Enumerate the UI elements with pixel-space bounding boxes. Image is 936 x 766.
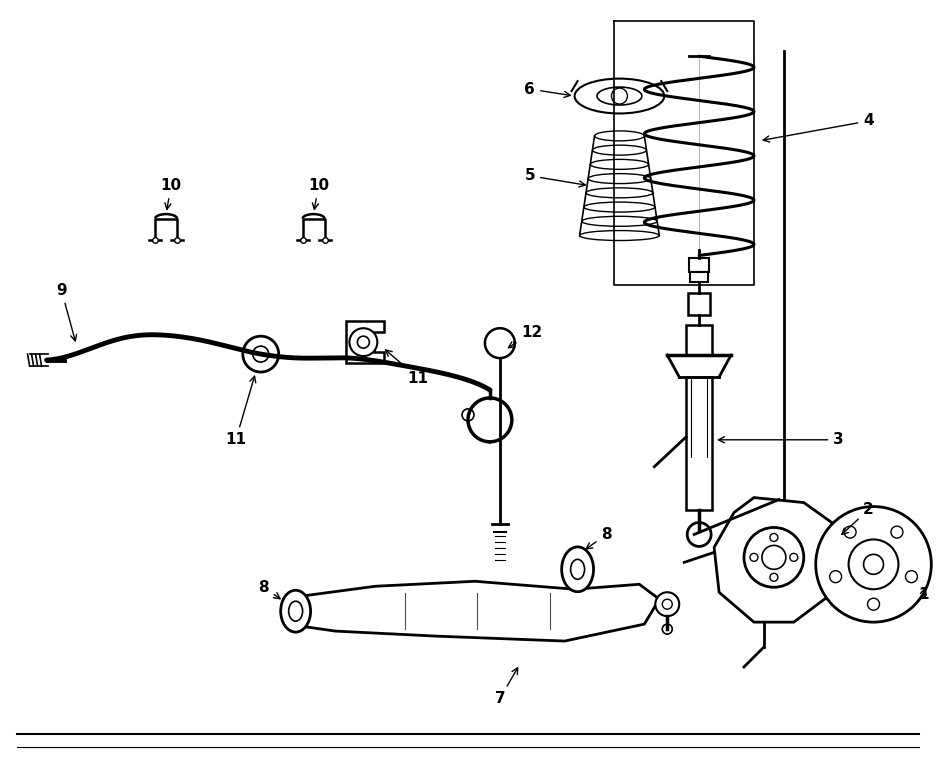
Circle shape [663, 599, 672, 609]
FancyBboxPatch shape [686, 326, 712, 355]
Text: 12: 12 [508, 325, 542, 348]
Text: 11: 11 [386, 350, 429, 385]
FancyBboxPatch shape [689, 258, 709, 273]
Text: 8: 8 [586, 527, 612, 549]
Circle shape [770, 533, 778, 542]
FancyBboxPatch shape [690, 273, 709, 283]
Circle shape [905, 571, 917, 583]
Text: 5: 5 [524, 169, 585, 187]
FancyBboxPatch shape [686, 377, 712, 509]
Ellipse shape [571, 559, 585, 579]
Circle shape [816, 506, 931, 622]
Circle shape [844, 526, 856, 538]
Text: 2: 2 [841, 502, 874, 535]
Text: 7: 7 [494, 668, 518, 706]
Circle shape [349, 328, 377, 356]
Text: 4: 4 [763, 113, 874, 142]
Text: 10: 10 [160, 178, 182, 209]
Circle shape [868, 598, 880, 611]
Circle shape [744, 528, 804, 588]
Ellipse shape [281, 591, 311, 632]
Circle shape [829, 571, 841, 583]
Circle shape [864, 555, 884, 574]
Circle shape [611, 88, 627, 104]
Polygon shape [300, 581, 659, 641]
Text: 11: 11 [226, 376, 256, 447]
Text: 10: 10 [308, 178, 329, 209]
Ellipse shape [562, 547, 593, 592]
Text: 3: 3 [719, 432, 844, 447]
Circle shape [655, 592, 680, 616]
Circle shape [891, 526, 903, 538]
Text: 8: 8 [258, 580, 280, 599]
Circle shape [849, 539, 899, 589]
Circle shape [242, 336, 279, 372]
Ellipse shape [288, 601, 302, 621]
FancyBboxPatch shape [688, 293, 710, 316]
Circle shape [663, 624, 672, 634]
Circle shape [770, 573, 778, 581]
Text: 6: 6 [524, 81, 570, 97]
Polygon shape [346, 321, 385, 363]
Circle shape [253, 346, 269, 362]
Text: 9: 9 [56, 283, 77, 341]
Circle shape [358, 336, 370, 348]
Circle shape [462, 409, 474, 421]
Text: 1: 1 [918, 587, 929, 602]
Circle shape [750, 553, 758, 561]
Circle shape [790, 553, 797, 561]
